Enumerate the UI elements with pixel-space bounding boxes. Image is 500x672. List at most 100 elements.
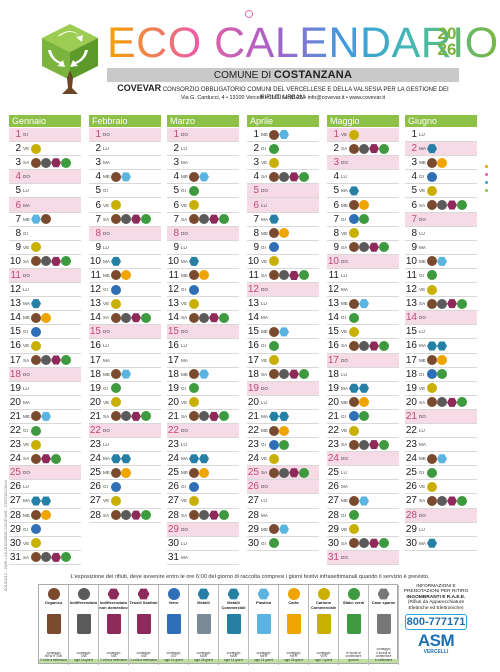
- day-number: 17: [167, 354, 179, 366]
- legend-foot: conteggio TAB ogni 1a giorni: [69, 651, 98, 663]
- day-weekday: VE: [181, 498, 188, 504]
- day-number: 6: [173, 199, 179, 211]
- day-number: 15: [89, 326, 101, 338]
- collection-icons: [349, 242, 389, 253]
- tessili-sanitari-icon: [51, 552, 61, 562]
- day-weekday: DO: [181, 329, 188, 335]
- day-row: 13 MA: [9, 297, 81, 312]
- tessili-sanitari-icon: [369, 440, 379, 450]
- bin-icon: [136, 614, 151, 634]
- day-row: 18 LU: [327, 368, 399, 382]
- collection-icons: [111, 454, 131, 464]
- day-row: 23 MA: [405, 438, 477, 453]
- day-weekday: GI: [261, 244, 266, 250]
- indifferenziato-icon: [121, 411, 131, 422]
- tessili-sanitari-icon: [51, 158, 61, 168]
- day-number: 12: [327, 284, 339, 296]
- day-number: 21: [167, 410, 179, 422]
- collection-icons: [269, 524, 289, 535]
- carta-commerciale-icon: [427, 481, 437, 492]
- collection-icons: [349, 411, 369, 422]
- day-row: 4 SA: [247, 170, 319, 185]
- day-number: 12: [89, 284, 101, 296]
- organico-icon: [31, 157, 41, 168]
- day-row: 28 DO: [405, 508, 477, 523]
- collection-icons: [111, 481, 121, 492]
- collection-icons: [111, 383, 121, 394]
- collection-icons: [111, 411, 151, 422]
- collection-icons: [269, 129, 289, 140]
- day-row: 30 VE: [9, 537, 81, 551]
- year-bottom: 26: [437, 40, 457, 59]
- collection-icons: [427, 481, 437, 492]
- day-row: 9 LU: [167, 241, 239, 255]
- day-row: 10 ME: [405, 255, 477, 269]
- tessili-sanitari-icon: [447, 200, 457, 210]
- day-weekday: LU: [341, 174, 347, 180]
- organico-icon: [31, 552, 41, 563]
- legend-label: Plastica: [255, 600, 272, 605]
- day-number: 15: [167, 326, 179, 338]
- tessili-sanitari-icon: [131, 214, 141, 224]
- legend-item: Indifferenziato conteggio TAB ogni 1a giorn…: [69, 585, 99, 665]
- carta-icon: [359, 397, 369, 408]
- sfalci-icon: [189, 383, 199, 394]
- sfalci-icon: [457, 397, 467, 408]
- recycling-cube-logo: [42, 24, 98, 94]
- day-weekday: VE: [341, 428, 348, 434]
- day-row: 8 VE: [327, 227, 399, 241]
- day-number: 2: [173, 143, 179, 155]
- tessili-sanitari-icon: [447, 299, 457, 309]
- day-weekday: MA: [181, 258, 188, 264]
- collection-icons: [427, 256, 447, 267]
- day-number: 28: [327, 509, 339, 521]
- tessili-sanitari-icon: [369, 341, 379, 351]
- day-number: 20: [247, 396, 259, 408]
- day-weekday: LU: [341, 371, 347, 377]
- day-weekday: VE: [181, 301, 188, 307]
- day-number: 10: [327, 255, 339, 267]
- day-row: 14 MA: [247, 311, 319, 326]
- organico-icon: [189, 369, 199, 380]
- day-weekday: DO: [341, 258, 348, 264]
- day-number: 27: [247, 495, 259, 507]
- collection-icons: [189, 481, 199, 492]
- carta-icon: [279, 228, 289, 239]
- day-row: 21 ME: [9, 410, 81, 424]
- phone-number[interactable]: 800-777171: [405, 614, 467, 631]
- collection-icons: [269, 256, 279, 267]
- organico-icon: [31, 411, 41, 422]
- bin-icon: [196, 614, 211, 634]
- organico-icon: [189, 411, 199, 422]
- day-number: 8: [411, 227, 417, 239]
- day-number: 21: [89, 410, 101, 422]
- day-row: 23 GI: [247, 438, 319, 453]
- day-row: 21 SA: [89, 410, 161, 424]
- day-row: 20 SA: [405, 396, 477, 410]
- day-number: 5: [253, 185, 259, 197]
- legend-foot: conteggio VEN ogni 7 giorni: [309, 651, 338, 663]
- day-row: 14 GI: [327, 311, 399, 326]
- day-weekday: SA: [23, 554, 30, 560]
- day-weekday: DO: [261, 188, 268, 194]
- day-weekday: SA: [341, 343, 348, 349]
- sfalci-icon: [219, 411, 229, 422]
- day-row: 4 ME: [89, 170, 161, 185]
- day-number: 20: [327, 396, 339, 408]
- day-weekday: ME: [23, 315, 30, 321]
- day-row: 5 VE: [405, 184, 477, 199]
- day-weekday: SA: [103, 315, 110, 321]
- collection-icons: [349, 298, 369, 309]
- bin-icon: [376, 614, 391, 634]
- sfalci-icon: [111, 383, 121, 394]
- day-row: 6 SA: [405, 198, 477, 213]
- day-row: 10 SA: [9, 255, 81, 269]
- vetro-icon: [349, 214, 359, 225]
- day-number: 3: [411, 157, 417, 169]
- day-row: 5 LU: [9, 184, 81, 199]
- metalli-commerciali-icon: [437, 341, 447, 351]
- collection-icons: [189, 369, 209, 380]
- month-header: Giugno: [405, 115, 477, 127]
- sfalci-icon: [349, 312, 359, 323]
- collection-icons: [111, 495, 121, 506]
